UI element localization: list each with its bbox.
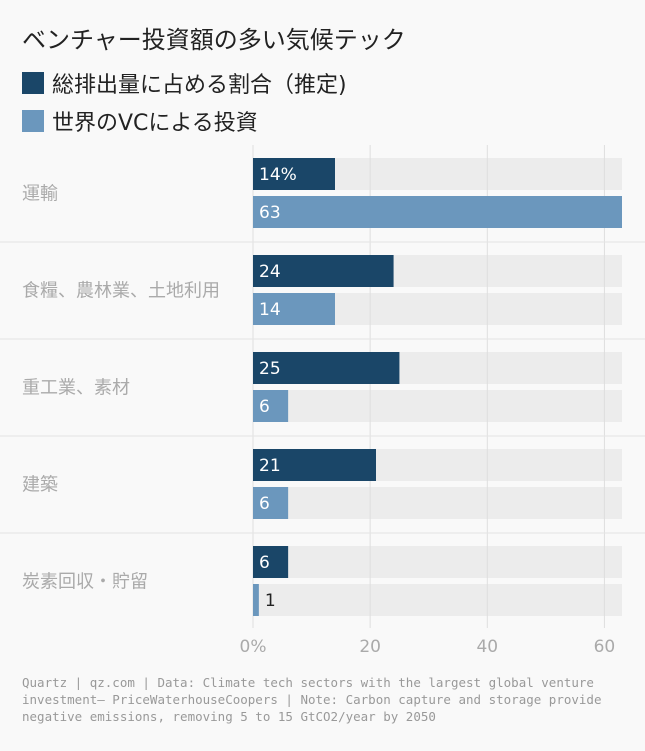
bar — [253, 546, 289, 578]
bar-track — [253, 487, 622, 519]
legend-item-emissions-share: 総排出量に占める割合（推定) — [22, 64, 347, 102]
category-label: 炭素回収・貯留 — [22, 572, 148, 593]
bar — [253, 293, 335, 325]
bar-value-label: 63 — [259, 203, 281, 223]
bar — [253, 352, 400, 384]
bar-track — [253, 584, 622, 616]
bar — [253, 255, 394, 287]
bar — [253, 390, 289, 422]
chart-title: ベンチャー投資額の多い気候テック — [22, 26, 406, 54]
x-tick-label: 20 — [359, 637, 381, 657]
category-label: 運輸 — [22, 184, 58, 205]
source-note: Quartz | qz.com | Data: Climate tech sec… — [22, 674, 622, 725]
category-label: 建築 — [22, 475, 58, 496]
bar — [253, 158, 335, 190]
x-tick-label: 0% — [240, 637, 267, 657]
legend-label-vc-investment: 世界のVCによる投資 — [52, 111, 258, 136]
bar-value-label: 21 — [259, 456, 281, 476]
bar-value-label: 24 — [259, 262, 281, 282]
legend-label-emissions-share: 総排出量に占める割合（推定) — [52, 73, 347, 98]
legend: 総排出量に占める割合（推定) 世界のVCによる投資 — [22, 64, 347, 140]
bar-value-label: 14 — [259, 300, 281, 320]
bar-value-label: 6 — [259, 553, 270, 573]
bar-track — [253, 390, 622, 422]
bar-value-label: 6 — [259, 397, 270, 417]
legend-swatch-vc-investment — [22, 110, 44, 132]
bar — [253, 196, 622, 228]
category-label: 食糧、農林業、土地利用 — [22, 281, 220, 302]
legend-item-vc-investment: 世界のVCによる投資 — [22, 102, 347, 140]
source-note-line: investment– PriceWaterhouseCoopers | Not… — [22, 692, 602, 707]
category-label: 重工業、素材 — [22, 378, 130, 399]
bar-value-label: 6 — [259, 494, 270, 514]
source-note-line: negative emissions, removing 5 to 15 GtC… — [22, 709, 436, 724]
bar — [253, 449, 376, 481]
x-tick-label: 60 — [594, 637, 616, 657]
bar-value-label: 25 — [259, 359, 281, 379]
bar — [253, 487, 289, 519]
bar — [253, 584, 259, 616]
bar-value-label: 1 — [265, 591, 276, 611]
bar-track — [253, 546, 622, 578]
bar-value-label: 14% — [259, 165, 297, 185]
source-note-line: Quartz | qz.com | Data: Climate tech sec… — [22, 675, 594, 690]
x-tick-label: 40 — [476, 637, 498, 657]
legend-swatch-emissions-share — [22, 72, 44, 94]
